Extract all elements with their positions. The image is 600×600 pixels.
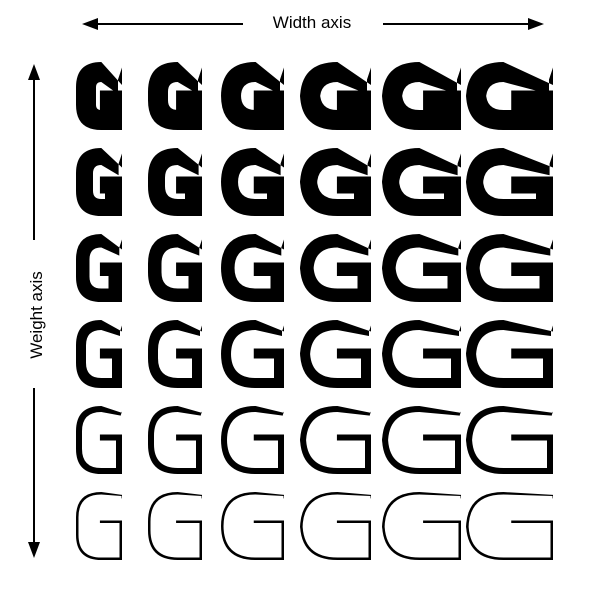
glyph-g-row-6-col-2: [148, 492, 202, 560]
glyph-g-row-6-col-4: [300, 492, 371, 560]
glyph-g-row-4-col-6: [466, 320, 553, 388]
glyph-g-row-6-col-6: [466, 492, 553, 560]
glyph-g-row-3-col-4: [300, 234, 371, 302]
glyph-g-row-1-col-5: [382, 62, 461, 130]
glyph-g-row-5-col-1: [76, 406, 122, 474]
glyph-g-row-2-col-5: [382, 148, 461, 216]
glyph-g-row-1-col-1: [76, 62, 122, 130]
glyph-g-row-1-col-2: [148, 62, 202, 130]
glyph-g-row-2-col-2: [148, 148, 202, 216]
glyph-g-row-3-col-1: [76, 234, 122, 302]
glyph-g-row-4-col-4: [300, 320, 371, 388]
glyph-g-row-5-col-4: [300, 406, 371, 474]
glyph-g-row-2-col-6: [466, 148, 553, 216]
glyph-g-row-6-col-5: [382, 492, 461, 560]
glyph-g-row-1-col-4: [300, 62, 371, 130]
glyph-g-row-1-col-3: [221, 62, 284, 130]
glyph-g-row-6-col-1: [76, 492, 122, 560]
glyph-g-row-3-col-3: [221, 234, 284, 302]
glyph-g-row-5-col-5: [382, 406, 461, 474]
glyph-g-row-4-col-3: [221, 320, 284, 388]
glyph-g-row-3-col-2: [148, 234, 202, 302]
glyph-g-row-2-col-3: [221, 148, 284, 216]
glyph-g-row-2-col-1: [76, 148, 122, 216]
glyph-g-row-4-col-2: [148, 320, 202, 388]
glyph-g-row-4-col-5: [382, 320, 461, 388]
glyph-g-row-3-col-5: [382, 234, 461, 302]
glyph-g-row-2-col-4: [300, 148, 371, 216]
glyph-g-row-5-col-6: [466, 406, 553, 474]
glyph-g-row-6-col-3: [221, 492, 284, 560]
glyph-g-row-5-col-2: [148, 406, 202, 474]
glyph-g-row-3-col-6: [466, 234, 553, 302]
glyph-g-row-4-col-1: [76, 320, 122, 388]
glyph-g-row-1-col-6: [466, 62, 553, 130]
glyph-g-row-5-col-3: [221, 406, 284, 474]
